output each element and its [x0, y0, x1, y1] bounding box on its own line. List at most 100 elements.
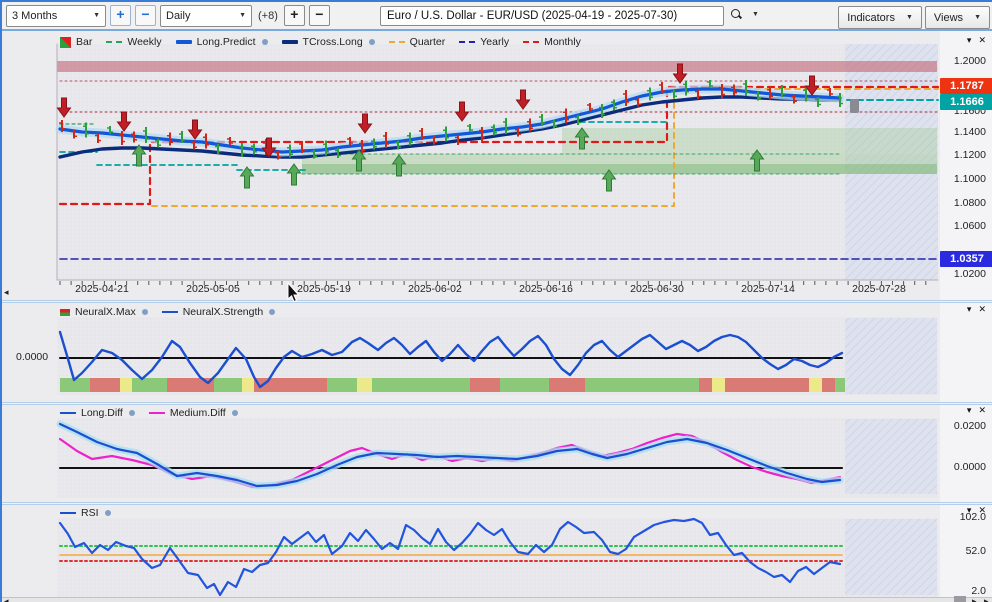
period-select[interactable]: Daily ▼ — [160, 4, 252, 27]
rsi-panel[interactable] — [2, 505, 992, 597]
remove-bar-button[interactable]: − — [308, 5, 330, 26]
legend-swatch — [60, 411, 76, 415]
legend-swatch — [106, 41, 123, 43]
info-dot-icon[interactable] — [128, 410, 135, 416]
legend-item-bar[interactable]: Bar — [60, 36, 92, 48]
legend-item-long-predict[interactable]: Long.Predict — [175, 36, 268, 48]
date-axis-label: 2025-05-19 — [297, 283, 351, 295]
collapse-panel-icon[interactable]: ▾ — [966, 35, 972, 45]
panel-controls: ▾ ✕ — [967, 35, 986, 46]
chevron-down-icon: ▼ — [974, 14, 981, 21]
legend-label: NeuralX.Max — [75, 306, 136, 318]
close-panel-icon[interactable]: ✕ — [978, 405, 986, 415]
legend-label: Monthly — [544, 36, 581, 48]
legend-swatch — [459, 41, 476, 43]
close-panel-icon[interactable]: ✕ — [978, 35, 986, 45]
legend-item-yearly[interactable]: Yearly — [459, 36, 509, 48]
rsi-legend: RSI — [60, 506, 111, 520]
scroll-right-icon[interactable]: ▸ — [972, 596, 977, 602]
period-select-value: Daily — [166, 9, 191, 22]
legend-item-monthly[interactable]: Monthly — [523, 36, 581, 48]
legend-swatch — [281, 40, 298, 44]
legend-item-quarter[interactable]: Quarter — [388, 36, 446, 48]
neuralx-axis-label: 0.0000 — [16, 351, 49, 363]
date-axis-label: 2025-06-16 — [519, 283, 573, 295]
views-button[interactable]: Views ▼ — [924, 6, 990, 29]
price-axis-label: 1.2000 — [953, 55, 986, 67]
toolbar: 3 Months ▼ + − Daily ▼ (+8) + − Euro / U… — [2, 2, 992, 31]
date-axis-label: 2025-07-28 — [852, 283, 906, 295]
views-label: Views — [933, 11, 964, 24]
legend-label: Quarter — [409, 36, 446, 48]
legend-item-neuralx-max[interactable]: NeuralX.Max — [60, 306, 148, 318]
info-dot-icon[interactable] — [141, 309, 148, 315]
legend-swatch — [175, 40, 192, 44]
diff-axis-label: 0.0000 — [953, 461, 986, 473]
price-axis-label: 1.1200 — [953, 149, 986, 161]
date-axis-label: 2025-05-05 — [186, 283, 240, 295]
legend-swatch — [60, 308, 70, 316]
rsi-axis-label: 52.0 — [965, 545, 986, 557]
legend-swatch — [60, 511, 76, 515]
legend-item-weekly[interactable]: Weekly — [106, 36, 162, 48]
legend-item-long-diff[interactable]: Long.Diff — [60, 407, 135, 419]
scrollbar-thumb[interactable] — [954, 596, 966, 602]
search-icon[interactable] — [730, 8, 742, 20]
legend-label: TCross.Long — [302, 36, 363, 48]
legend-label: Long.Predict — [196, 36, 256, 48]
symbol-title-input[interactable]: Euro / U.S. Dollar - EUR/USD (2025-04-19… — [380, 6, 724, 26]
price-level-badge: 1.1787 — [940, 78, 992, 94]
prediction-offset-label: (+8) — [258, 9, 278, 22]
panel-separator — [2, 502, 992, 505]
legend-item-tcross-long[interactable]: TCross.Long — [281, 36, 375, 48]
panel-separator — [2, 402, 992, 405]
price-axis-label: 1.0200 — [953, 268, 986, 280]
neuralx-legend: NeuralX.Max NeuralX.Strength — [60, 305, 276, 319]
range-select[interactable]: 3 Months ▼ — [6, 4, 106, 27]
bottom-scrollbar[interactable] — [2, 597, 992, 602]
zoom-out-button[interactable]: − — [135, 5, 156, 26]
scroll-right-icon[interactable]: ▸ — [984, 596, 989, 602]
range-select-value: 3 Months — [12, 9, 58, 22]
legend-item-rsi[interactable]: RSI — [60, 507, 111, 519]
legend-label: Yearly — [480, 36, 510, 48]
legend-swatch — [60, 36, 71, 48]
info-dot-icon[interactable] — [104, 510, 111, 516]
legend-label: Weekly — [127, 36, 162, 48]
main-legend: Bar Weekly Long.Predict TCross.Long Quarter Y… — [60, 35, 581, 49]
zoom-in-button[interactable]: + — [110, 5, 131, 26]
scroll-left-icon[interactable]: ◂ — [4, 596, 9, 602]
legend-swatch — [388, 41, 405, 43]
close-panel-icon[interactable]: ✕ — [978, 304, 986, 314]
legend-item-neuralx-strength[interactable]: NeuralX.Strength — [161, 306, 276, 318]
collapse-panel-icon[interactable]: ▾ — [966, 405, 972, 415]
symbol-title-text: Euro / U.S. Dollar - EUR/USD (2025-04-19… — [387, 10, 678, 22]
panel-separator — [2, 300, 992, 303]
date-axis-label: 2025-07-14 — [741, 283, 795, 295]
legend-swatch — [523, 41, 540, 43]
add-bar-button[interactable]: + — [283, 5, 305, 26]
price-axis-label: 1.1000 — [953, 173, 986, 185]
collapse-panel-icon[interactable]: ▾ — [966, 304, 972, 314]
search-dropdown-icon[interactable]: ▼ — [752, 10, 759, 18]
price-axis-label: 1.0800 — [953, 197, 986, 209]
scroll-left-icon[interactable]: ◂ — [4, 287, 9, 297]
info-dot-icon[interactable] — [269, 309, 276, 315]
diff-axis-label: 0.0200 — [953, 420, 986, 432]
legend-item-medium-diff[interactable]: Medium.Diff — [148, 407, 238, 419]
info-dot-icon[interactable] — [261, 39, 268, 45]
panel-controls: ▾ ✕ — [967, 505, 986, 516]
chevron-down-icon: ▼ — [93, 12, 100, 19]
price-axis-label: 1.1400 — [953, 126, 986, 138]
indicators-button[interactable]: Indicators ▼ — [838, 6, 922, 29]
chevron-down-icon: ▼ — [905, 14, 913, 21]
close-panel-icon[interactable]: ✕ — [978, 505, 986, 515]
info-dot-icon[interactable] — [231, 410, 238, 416]
info-dot-icon[interactable] — [368, 39, 375, 45]
diff-legend: Long.Diff Medium.Diff — [60, 406, 238, 420]
main-chart-panel[interactable] — [2, 31, 992, 300]
panel-controls: ▾ ✕ — [967, 405, 986, 416]
collapse-panel-icon[interactable]: ▾ — [966, 505, 972, 515]
price-level-badge: 1.1666 — [940, 94, 992, 110]
